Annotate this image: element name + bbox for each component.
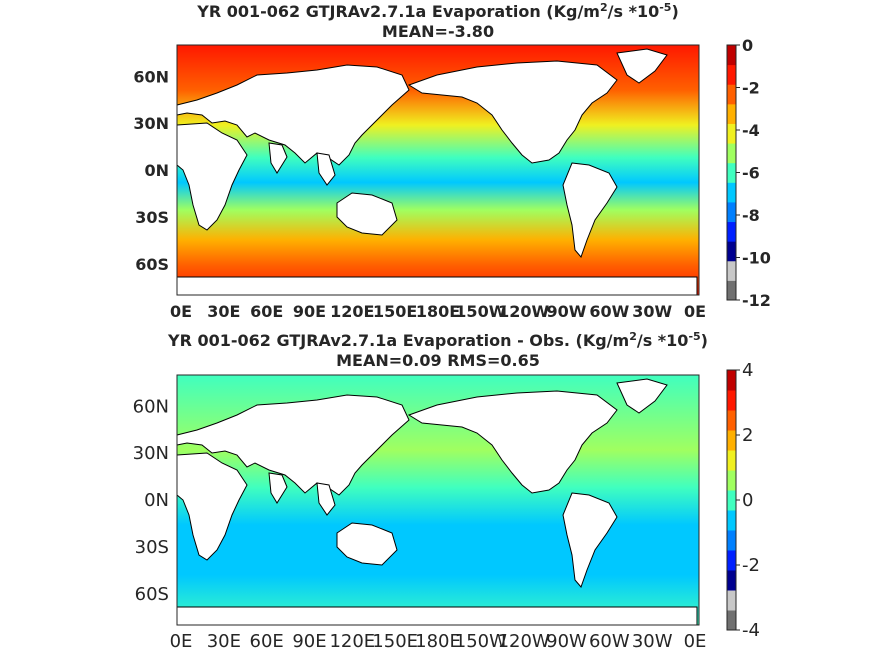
colorbar-swatch bbox=[727, 64, 736, 85]
colorbar-tick-label: -6 bbox=[742, 164, 760, 183]
panel-2: YR 001-062 GTJRAv2.7.1a Evaporation - Ob… bbox=[133, 330, 760, 652]
colorbar-swatch bbox=[727, 590, 736, 611]
panel-1-title: YR 001-062 GTJRAv2.7.1a Evaporation (Kg/… bbox=[196, 1, 679, 21]
colorbar-tick-label: 2 bbox=[742, 425, 753, 446]
colorbar-tick-label: -4 bbox=[742, 121, 760, 140]
panel-2-frame bbox=[176, 374, 700, 626]
colorbar-tick-label: 0 bbox=[742, 36, 753, 55]
panel-1-map bbox=[176, 44, 700, 296]
x-tick-label: 90W bbox=[546, 631, 587, 652]
colorbar-tick-label: -2 bbox=[742, 555, 760, 576]
y-tick-label: 60N bbox=[133, 396, 169, 417]
x-tick-label: 60E bbox=[250, 302, 283, 321]
x-tick-label: 0E bbox=[170, 302, 192, 321]
x-tick-label: 180E bbox=[415, 631, 461, 652]
colorbar-swatch bbox=[727, 410, 736, 431]
x-tick-label: 30W bbox=[632, 302, 672, 321]
y-tick-label: 30S bbox=[135, 537, 169, 558]
panel-1-frame bbox=[176, 44, 700, 296]
x-tick-label: 0E bbox=[684, 631, 707, 652]
colorbar-swatch bbox=[727, 610, 736, 631]
y-tick-label: 30N bbox=[133, 114, 169, 133]
x-tick-label: 90W bbox=[547, 302, 587, 321]
colorbar-swatch bbox=[727, 84, 736, 105]
panel-2-title: YR 001-062 GTJRAv2.7.1a Evaporation - Ob… bbox=[167, 330, 708, 350]
panel-2-y-ticks: 60N 30N 0N 30S 60S bbox=[133, 396, 169, 605]
colorbar-swatch bbox=[727, 470, 736, 491]
colorbar-swatch bbox=[727, 430, 736, 451]
colorbar-swatch bbox=[727, 143, 736, 164]
colorbar-swatch bbox=[727, 450, 736, 471]
x-tick-label: 60W bbox=[589, 302, 629, 321]
panel-1: YR 001-062 GTJRAv2.7.1a Evaporation (Kg/… bbox=[133, 1, 771, 321]
y-tick-label: 60N bbox=[133, 67, 169, 86]
colorbar-swatch bbox=[727, 550, 736, 571]
y-tick-label: 0N bbox=[144, 490, 169, 511]
colorbar-swatch bbox=[727, 103, 736, 124]
y-tick-label: 0N bbox=[144, 161, 169, 180]
panel-2-map bbox=[176, 374, 700, 626]
panel-1-colorbar: 0 -2 -4 -6 -8 -10 -12 bbox=[726, 36, 771, 310]
x-tick-label: 90E bbox=[293, 302, 326, 321]
x-tick-label: 150E bbox=[373, 302, 417, 321]
colorbar-tick-label: 4 bbox=[742, 360, 753, 381]
y-tick-label: 30N bbox=[133, 443, 169, 464]
y-tick-label: 30S bbox=[135, 208, 169, 227]
x-tick-label: 60E bbox=[250, 631, 284, 652]
colorbar-swatch bbox=[727, 370, 736, 391]
colorbar-swatch bbox=[727, 162, 736, 183]
x-tick-label: 30W bbox=[632, 631, 673, 652]
x-tick-label: 0E bbox=[170, 631, 193, 652]
x-tick-label: 30E bbox=[207, 302, 240, 321]
x-tick-label: 30E bbox=[207, 631, 241, 652]
colorbar-swatch bbox=[727, 510, 736, 531]
colorbar-swatch bbox=[727, 123, 736, 144]
x-tick-label: 120W bbox=[498, 631, 550, 652]
y-tick-label: 60S bbox=[135, 255, 169, 274]
colorbar-swatch bbox=[727, 241, 736, 262]
colorbar-swatch bbox=[727, 280, 736, 301]
colorbar-tick-label: 0 bbox=[742, 490, 753, 511]
colorbar-swatch bbox=[727, 221, 736, 242]
colorbar-tick-label: -4 bbox=[742, 620, 760, 641]
colorbar-swatch bbox=[727, 45, 736, 66]
colorbar-swatch bbox=[727, 390, 736, 411]
x-tick-label: 120E bbox=[329, 631, 375, 652]
colorbar-swatch bbox=[727, 490, 736, 511]
x-tick-label: 150W bbox=[455, 631, 507, 652]
colorbar-swatch bbox=[727, 182, 736, 203]
x-tick-label: 120E bbox=[330, 302, 374, 321]
x-tick-label: 150W bbox=[455, 302, 506, 321]
colorbar-swatch bbox=[727, 530, 736, 551]
colorbar-swatch bbox=[727, 260, 736, 281]
x-tick-label: 120W bbox=[498, 302, 549, 321]
colorbar-swatch bbox=[727, 570, 736, 591]
colorbar-tick-label: -8 bbox=[742, 206, 760, 225]
panel-2-colorbar: 4 2 0 -2 -4 bbox=[726, 360, 760, 641]
y-tick-label: 60S bbox=[135, 584, 169, 605]
colorbar-tick-label: -2 bbox=[742, 79, 760, 98]
x-tick-label: 180E bbox=[416, 302, 460, 321]
x-tick-label: 0E bbox=[684, 302, 706, 321]
panel-1-subtitle: MEAN=-3.80 bbox=[382, 22, 494, 41]
colorbar-tick-label: -10 bbox=[742, 249, 771, 268]
panel-1-y-ticks: 60N 30N 0N 30S 60S bbox=[133, 67, 169, 274]
panel-2-subtitle: MEAN=0.09 RMS=0.65 bbox=[336, 351, 540, 370]
x-tick-label: 90E bbox=[292, 631, 326, 652]
x-tick-label: 150E bbox=[372, 631, 418, 652]
colorbar-tick-label: -12 bbox=[742, 291, 771, 310]
colorbar-swatch bbox=[727, 201, 736, 223]
x-tick-label: 60W bbox=[589, 631, 630, 652]
